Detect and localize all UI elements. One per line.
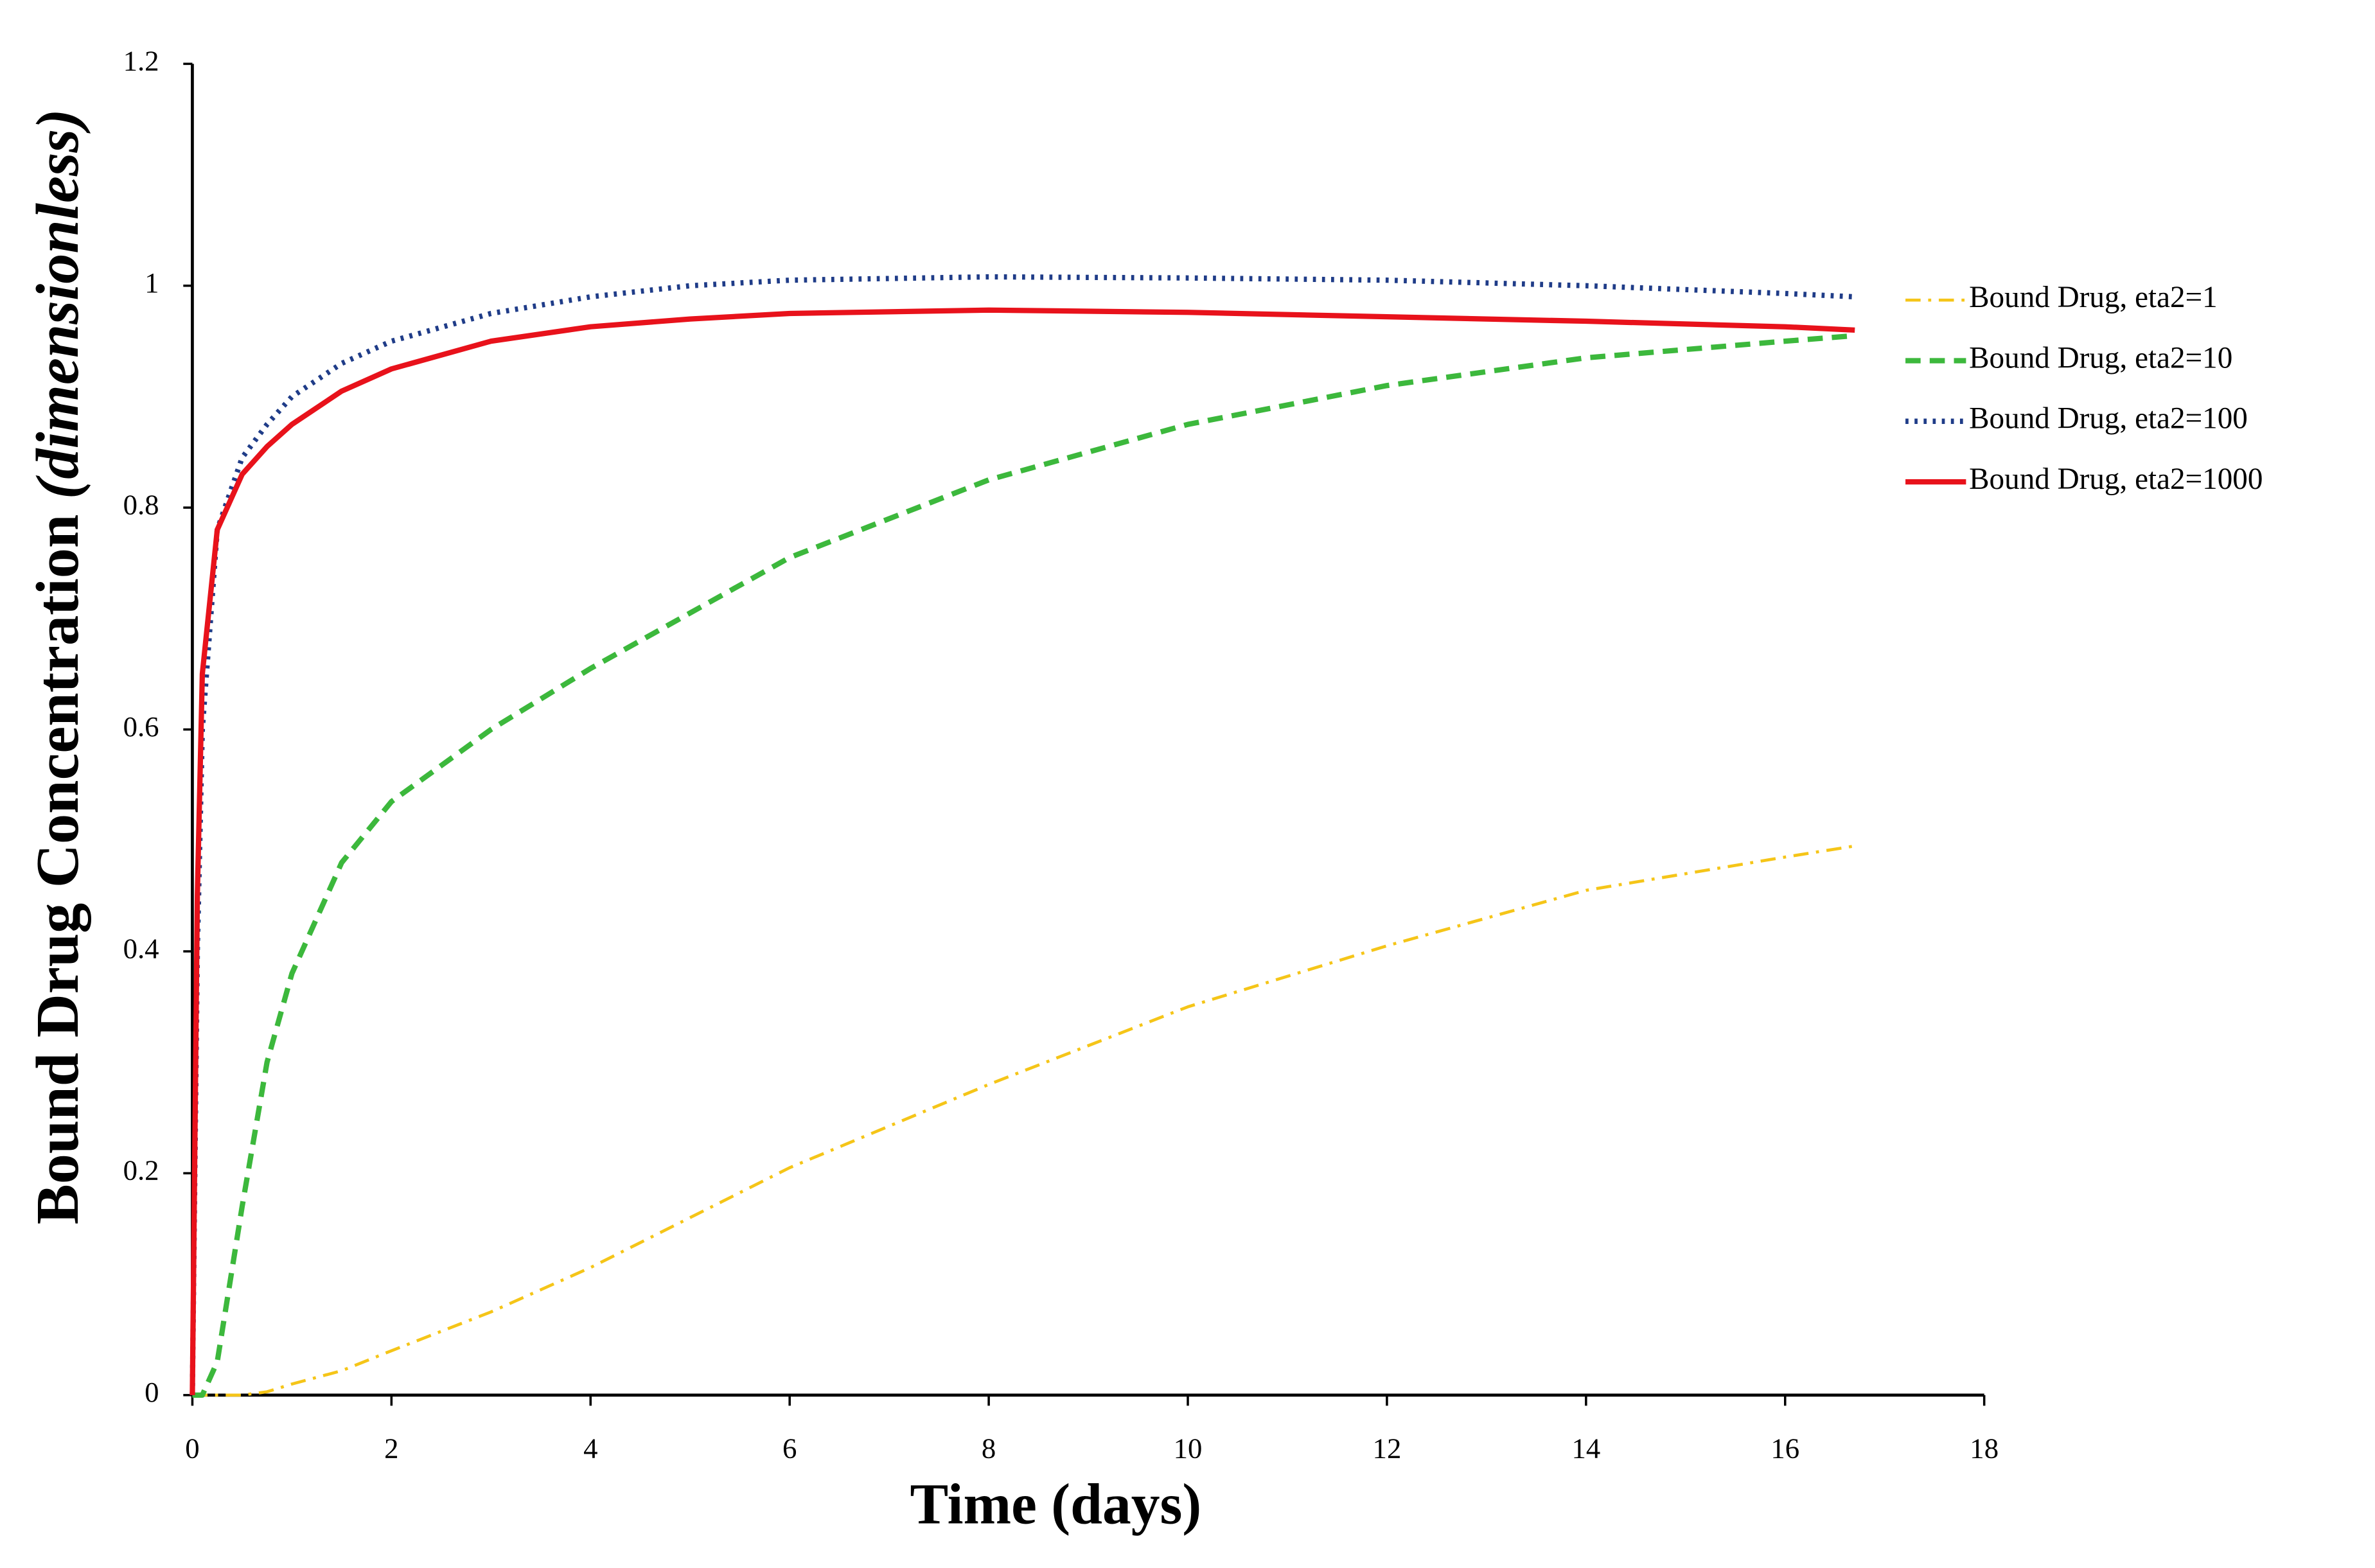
- y-tick-label: 0.8: [123, 488, 159, 520]
- x-tick-label: 4: [583, 1432, 597, 1464]
- y-tick-label: 0: [145, 1376, 159, 1408]
- y-axis-label-unit: (dimensionless): [24, 109, 91, 499]
- series-line: [190, 307, 1855, 1395]
- x-tick-label: 8: [982, 1432, 996, 1464]
- y-tick-label: 1: [145, 267, 159, 299]
- legend-label: Bound Drug, eta2=10: [1969, 341, 2232, 374]
- y-tick-label: 1.2: [123, 45, 159, 77]
- y-tick-label: 0.2: [123, 1154, 159, 1186]
- x-axis-label: Time (days): [910, 1473, 1202, 1537]
- x-tick-label: 16: [1770, 1432, 1799, 1464]
- x-tick-label: 0: [185, 1432, 199, 1464]
- series-line: [192, 844, 1855, 1397]
- x-tick-label: 12: [1373, 1432, 1402, 1464]
- series-line: [192, 333, 1855, 1398]
- x-tick-label: 2: [384, 1432, 398, 1464]
- legend-label: Bound Drug, eta2=100: [1969, 402, 2248, 436]
- series-line: [190, 274, 1855, 1395]
- y-tick-label: 0.6: [123, 710, 159, 743]
- y-axis-label-text: Bound Drug Concentration: [24, 515, 91, 1225]
- x-tick-label: 18: [1970, 1432, 1999, 1464]
- x-tick-label: 14: [1571, 1432, 1600, 1464]
- y-tick-label: 0.4: [123, 932, 159, 964]
- legend-label: Bound Drug, eta2=1000: [1969, 462, 2263, 496]
- x-tick-label: 6: [782, 1432, 797, 1464]
- y-axis-label: Bound Drug Concentration (dimensionless): [24, 109, 91, 1224]
- legend-label: Bound Drug, eta2=1: [1969, 281, 2218, 314]
- x-tick-label: 10: [1174, 1432, 1203, 1464]
